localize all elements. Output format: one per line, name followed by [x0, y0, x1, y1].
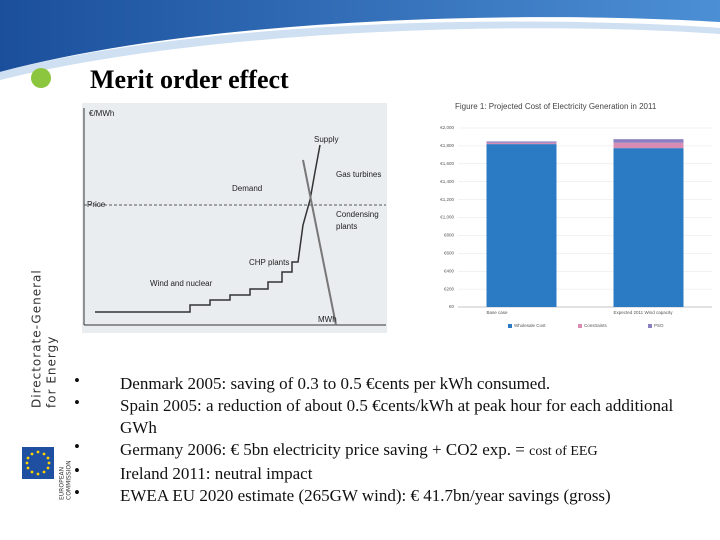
title-dot — [31, 68, 51, 88]
bullet: Ireland 2011: neutral impact — [74, 460, 710, 485]
wind-label: Wind and nuclear — [150, 279, 213, 288]
commission-1: EUROPEAN — [59, 467, 66, 500]
legend-label: Wholesale Cost — [514, 323, 546, 328]
bullet-text-small: cost of EEG — [529, 444, 598, 459]
bullet-list: Denmark 2005: saving of 0.3 to 0.5 €cent… — [74, 370, 710, 507]
bullet: Spain 2005: a reduction of about 0.5 €ce… — [74, 392, 710, 439]
header-swoosh — [0, 21, 720, 80]
cost-chart: €0 €200 €400 €600 €800 €1,000 €1,200 €1,400 €1,6… — [440, 125, 712, 328]
x-tick-label: Expected 2011 Wind capacity — [614, 310, 674, 315]
legend-swatch — [578, 324, 582, 328]
legend-label: Constraints — [584, 323, 608, 328]
bar-segment — [613, 148, 684, 307]
bullet-text: EWEA EU 2020 estimate (265GW wind): € 41… — [120, 486, 611, 505]
y-tick-label: €0 — [449, 304, 455, 309]
legend-swatch — [508, 324, 512, 328]
bullet: EWEA EU 2020 estimate (265GW wind): € 41… — [74, 482, 710, 507]
y-tick-label: €1,000 — [440, 215, 454, 220]
commission-2: COMMISSION — [66, 460, 73, 500]
supply-curve — [95, 144, 321, 313]
demand-label: Demand — [232, 184, 262, 193]
condensing-label-2: plants — [336, 222, 357, 231]
bar-segment — [486, 141, 557, 143]
diagram-y-label: €/MWh — [89, 109, 114, 118]
bar-segment — [613, 139, 684, 143]
y-tick-label: €1,400 — [440, 179, 454, 184]
y-tick-label: €400 — [444, 268, 455, 273]
y-tick-label: €600 — [444, 250, 455, 255]
bullet: Germany 2006: € 5bn electricity price sa… — [74, 436, 710, 463]
demand-curve — [302, 159, 337, 326]
price-label: Price — [87, 200, 106, 209]
bullet-text: Ireland 2011: neutral impact — [120, 464, 313, 483]
chart-title: Figure 1: Projected Cost of Electricity … — [455, 102, 657, 111]
legend-label: PSO — [654, 323, 664, 328]
bullet-text: Denmark 2005: saving of 0.3 to 0.5 €cent… — [120, 374, 551, 393]
y-tick-label: €200 — [444, 286, 455, 291]
y-tick-label: €2,000 — [440, 125, 454, 130]
gas-label: Gas turbines — [336, 170, 381, 179]
legend-swatch — [648, 324, 652, 328]
bar-segment — [613, 142, 684, 149]
bullet: Denmark 2005: saving of 0.3 to 0.5 €cent… — [74, 370, 710, 395]
bullet-text: Germany 2006: € 5bn electricity price sa… — [120, 440, 530, 459]
y-tick-label: €1,600 — [440, 161, 454, 166]
dg-energy: for Energy — [45, 336, 59, 408]
bullet-text: Spain 2005: a reduction of about 0.5 €ce… — [120, 396, 674, 437]
x-tick-label: Base case — [487, 310, 509, 315]
chp-label: CHP plants — [249, 258, 289, 267]
diagram-x-label: MWh — [318, 315, 337, 324]
slide-title: Merit order effect — [90, 65, 289, 94]
bar-segment — [486, 142, 557, 145]
y-tick-label: €800 — [444, 233, 455, 238]
y-tick-label: €1,200 — [440, 197, 454, 202]
header-band — [0, 0, 720, 72]
y-tick-label: €1,800 — [440, 143, 454, 148]
supply-label: Supply — [314, 135, 338, 144]
bar-segment — [486, 144, 557, 307]
dg-label: Directorate-General — [30, 269, 44, 408]
eu-stars — [25, 450, 51, 476]
condensing-label: Condensing — [336, 210, 379, 219]
